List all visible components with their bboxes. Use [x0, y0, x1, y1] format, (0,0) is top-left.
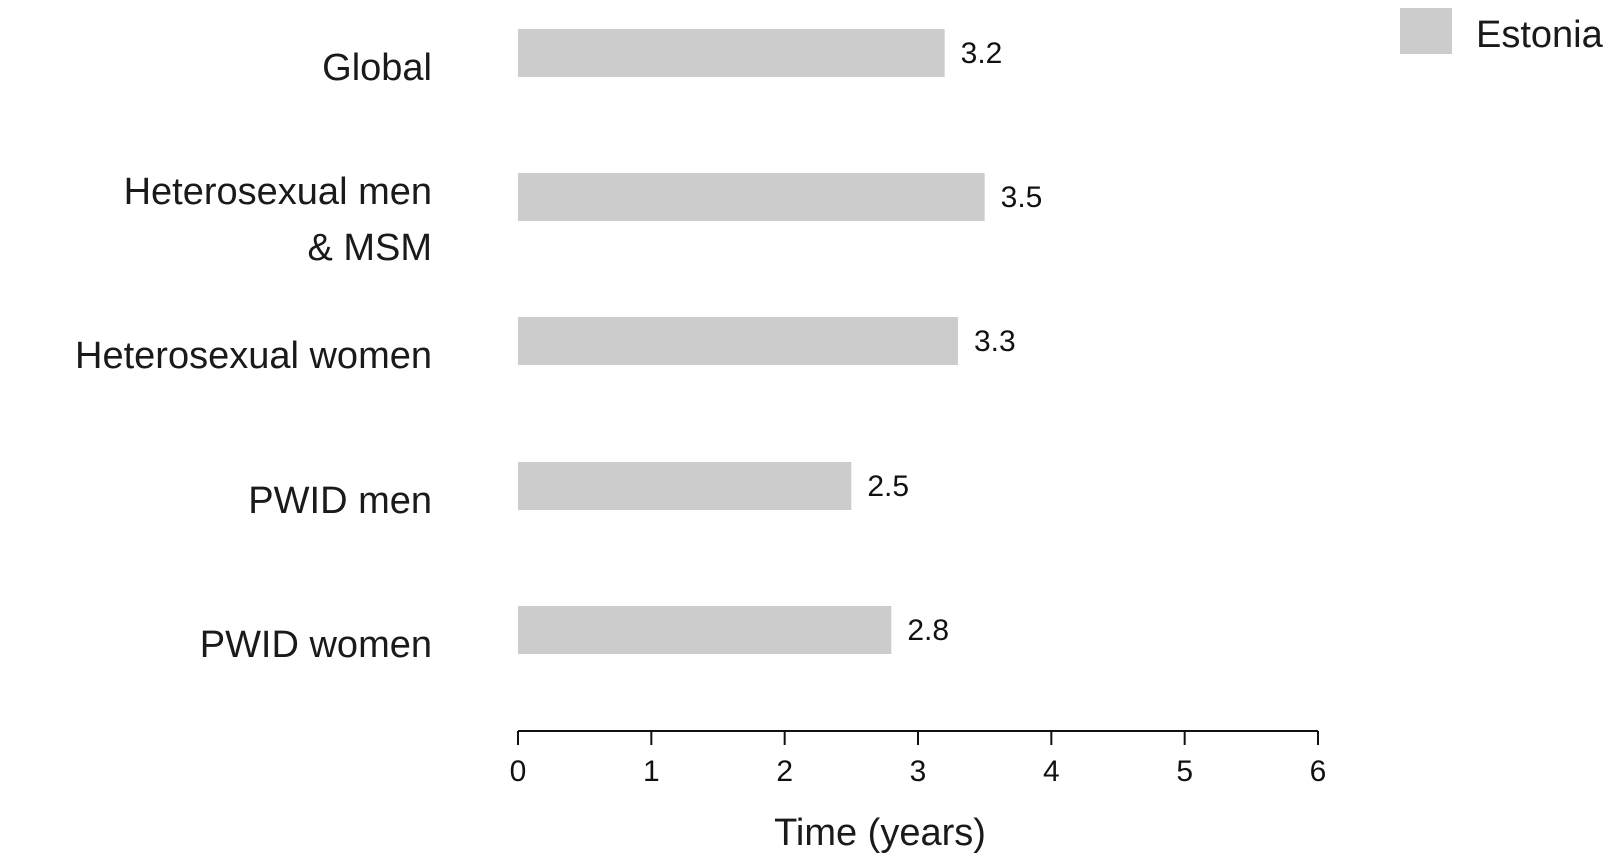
category-labels-group: Global Heterosexual men & MSM Heterosexual …: [75, 47, 432, 666]
x-tick-label-4: 4: [1043, 755, 1060, 788]
value-label-3: 2.5: [867, 470, 909, 503]
x-tick-label-5: 5: [1176, 755, 1193, 788]
x-axis-title: Time (years): [774, 812, 986, 854]
legend-label-estonia: Estonia: [1476, 14, 1604, 56]
x-tick-label-3: 3: [910, 755, 927, 788]
bar-0: [518, 29, 945, 77]
category-label-2-0: Heterosexual women: [75, 335, 432, 377]
category-label-0-0: Global: [322, 47, 432, 89]
x-axis: 0 1 2 3 4 5 6: [510, 730, 1327, 788]
bar-1: [518, 173, 985, 221]
value-label-4: 2.8: [907, 614, 949, 647]
x-tick-label-6: 6: [1310, 755, 1327, 788]
x-tick-label-2: 2: [776, 755, 793, 788]
value-label-1: 3.5: [1001, 181, 1043, 214]
category-label-3-0: PWID men: [248, 480, 432, 522]
value-labels-group: 3.2 3.5 3.3 2.5 2.8: [867, 37, 1042, 647]
x-tick-label-1: 1: [643, 755, 660, 788]
category-label-1-1: & MSM: [307, 227, 432, 269]
category-label-1-0: Heterosexual men: [124, 171, 432, 213]
value-label-2: 3.3: [974, 325, 1016, 358]
bar-3: [518, 462, 852, 510]
value-label-0: 3.2: [961, 37, 1003, 70]
bar-4: [518, 606, 892, 654]
x-tick-label-0: 0: [510, 755, 527, 788]
legend-swatch-estonia: [1400, 8, 1452, 54]
bars-group: [518, 29, 985, 654]
category-label-4-0: PWID women: [200, 624, 432, 666]
legend: Estonia: [1400, 8, 1604, 56]
bar-2: [518, 317, 958, 365]
